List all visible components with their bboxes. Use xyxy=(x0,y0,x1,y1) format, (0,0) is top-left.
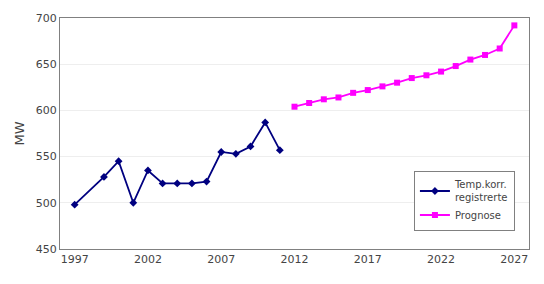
svg-text:700: 700 xyxy=(36,12,57,25)
svg-text:Temp.korr.registrerte: Temp.korr.registrerte xyxy=(454,179,508,203)
svg-text:MW: MW xyxy=(12,121,27,145)
svg-text:650: 650 xyxy=(36,58,57,71)
svg-text:600: 600 xyxy=(36,104,57,117)
svg-text:Prognose: Prognose xyxy=(455,210,501,221)
svg-text:1997: 1997 xyxy=(61,253,89,266)
svg-text:2007: 2007 xyxy=(207,253,235,266)
svg-text:2002: 2002 xyxy=(134,253,162,266)
svg-text:2012: 2012 xyxy=(281,253,309,266)
svg-text:2017: 2017 xyxy=(354,253,382,266)
svg-text:550: 550 xyxy=(36,150,57,163)
svg-text:2027: 2027 xyxy=(500,253,528,266)
svg-text:450: 450 xyxy=(36,243,57,256)
svg-text:500: 500 xyxy=(36,197,57,210)
svg-text:2022: 2022 xyxy=(427,253,455,266)
